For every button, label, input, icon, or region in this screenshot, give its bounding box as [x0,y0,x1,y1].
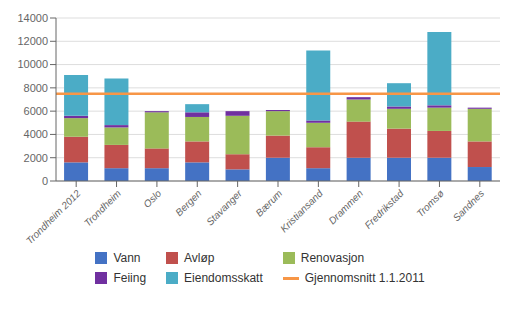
svg-text:6000: 6000 [24,105,48,117]
svg-text:Drammen: Drammen [326,187,365,226]
svg-text:Trondheim 2012: Trondheim 2012 [24,187,83,243]
svg-text:Bærum: Bærum [253,188,284,219]
svg-text:10000: 10000 [17,58,48,70]
svg-text:4000: 4000 [24,128,48,140]
svg-text:14000: 14000 [17,12,48,24]
svg-text:12000: 12000 [17,35,48,47]
html-text:Feiing: Feiing [113,271,147,285]
svg-text:8000: 8000 [24,82,48,94]
svg-text:2000: 2000 [24,152,48,164]
html-text:Renovasjon: Renovasjon [300,251,365,265]
svg-text:Bergen: Bergen [173,187,204,218]
svg-text:0: 0 [42,175,48,187]
svg-text:Stavanger: Stavanger [204,187,244,227]
svg-text:Sandnes: Sandnes [451,188,487,224]
svg-text:Oslo: Oslo [141,187,164,210]
svg-text:Trondheim: Trondheim [82,188,123,229]
html-text:Eiendomsskatt: Eiendomsskatt [184,271,263,285]
html-text:Avløp: Avløp [184,251,215,265]
svg-text:Kristiansand: Kristiansand [278,187,325,234]
html-text:Vann: Vann [113,251,141,265]
svg-text:Fredrikstad: Fredrikstad [362,187,405,230]
svg-text:Tromsø: Tromsø [414,188,446,220]
html-text:Gjennomsnitt 1.1.2011: Gjennomsnitt 1.1.2011 [304,271,425,285]
